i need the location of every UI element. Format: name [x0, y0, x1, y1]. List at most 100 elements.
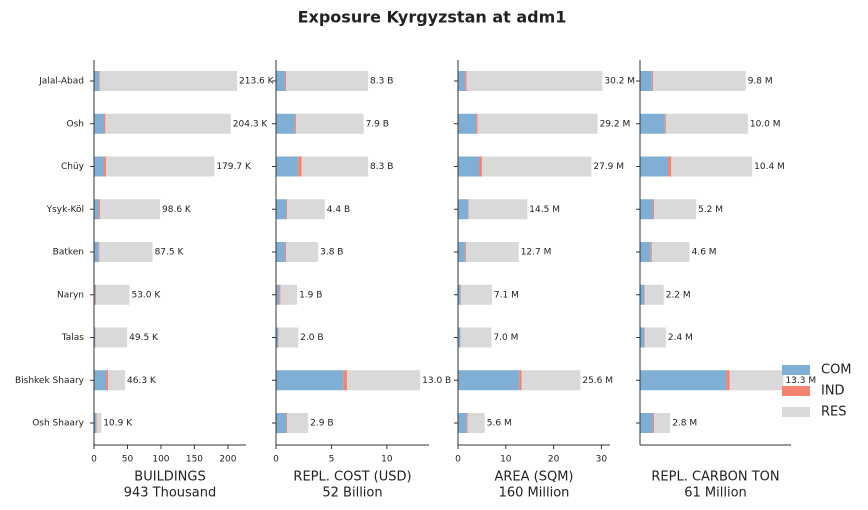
bar-segment: [521, 370, 581, 391]
bar-segment: [465, 242, 467, 262]
bar-segment: [94, 413, 97, 433]
bar-segment: [280, 284, 298, 305]
total-label: 204.3 K: [233, 119, 269, 129]
bar-segment: [276, 242, 285, 262]
bar-segment: [95, 327, 128, 348]
bar-segment: [458, 327, 461, 348]
bar-segment: [458, 242, 466, 262]
bar-segment: [95, 284, 97, 305]
x-tick-label: 0: [455, 455, 461, 465]
bar-segment: [99, 242, 153, 262]
total-label: 2.0 B: [300, 333, 323, 343]
chart-title: Exposure Kyrgyzstan at adm1: [298, 8, 567, 27]
bar-segment: [668, 156, 672, 177]
bar-segment: [285, 413, 288, 433]
bar-segment: [652, 71, 746, 91]
bar-segment: [94, 370, 107, 391]
bar-segment: [301, 156, 369, 177]
total-label: 10.0 M: [750, 119, 781, 129]
total-label: 8.3 B: [370, 77, 393, 87]
bar-segment: [654, 413, 671, 433]
legend-swatch: [782, 386, 810, 396]
bar-segment: [98, 199, 101, 220]
bar-segment: [106, 156, 215, 177]
x-tick-label: 100: [152, 455, 169, 465]
bar-segment: [94, 242, 99, 262]
legend-swatch: [782, 365, 810, 375]
bar-segment: [652, 413, 655, 433]
total-label: 46.3 K: [127, 376, 157, 386]
bar-segment: [644, 284, 664, 305]
total-label: 30.2 M: [604, 77, 635, 87]
x-tick-label: 0: [91, 455, 97, 465]
bar-segment: [96, 413, 97, 433]
total-label: 2.8 M: [672, 419, 697, 429]
bar-segment: [99, 71, 238, 91]
bar-segment: [94, 156, 105, 177]
bar-segment: [481, 156, 592, 177]
bar-segment: [651, 71, 653, 91]
total-label: 98.6 K: [162, 205, 192, 215]
total-label: 7.0 M: [493, 333, 518, 343]
bar-segment: [640, 199, 653, 220]
total-label: 4.6 M: [692, 248, 717, 258]
bar-segment: [343, 370, 347, 391]
bar-segment: [726, 370, 730, 391]
total-label: 2.4 M: [668, 333, 693, 343]
total-label: 2.2 M: [666, 290, 691, 300]
total-label: 179.7 K: [216, 162, 252, 172]
bar-segment: [276, 370, 344, 391]
y-tick-label: Osh Shaary: [32, 419, 84, 429]
x-axis-note: 52 Billion: [322, 486, 382, 501]
y-tick-label: Osh: [67, 119, 84, 129]
bar-segment: [466, 71, 603, 91]
total-label: 29.2 M: [600, 119, 631, 129]
x-tick-label: 200: [219, 455, 236, 465]
bar-segment: [98, 242, 100, 262]
bar-segment: [654, 199, 697, 220]
bar-segment: [276, 199, 286, 220]
bar-segment: [458, 113, 477, 134]
bar-segment: [278, 327, 299, 348]
bar-segment: [276, 113, 295, 134]
bar-segment: [640, 327, 645, 348]
x-axis-label: AREA (SQM): [494, 470, 573, 485]
x-axis-note: 61 Million: [684, 486, 747, 501]
bar-segment: [276, 71, 285, 91]
bar-segment: [285, 199, 288, 220]
bar-segment: [104, 113, 106, 134]
bar-segment: [108, 370, 126, 391]
bar-segment: [466, 242, 519, 262]
x-tick-label: 0: [273, 455, 279, 465]
total-label: 5.6 M: [487, 419, 512, 429]
bar-segment: [640, 156, 669, 177]
legend-label: RES: [821, 405, 847, 420]
x-axis-label: REPL. CARBON TON: [651, 470, 779, 485]
y-tick-label: Bishkek Shaary: [15, 376, 85, 386]
total-label: 4.4 B: [327, 205, 350, 215]
y-tick-label: Naryn: [57, 290, 84, 300]
total-label: 25.6 M: [582, 376, 613, 386]
bar-segment: [96, 413, 102, 433]
bar-segment: [100, 199, 161, 220]
bar-segment: [458, 284, 461, 305]
y-tick-label: Chüy: [61, 162, 85, 172]
x-tick-label: 20: [548, 455, 560, 465]
total-label: 87.5 K: [155, 248, 185, 258]
bar-segment: [476, 113, 478, 134]
bar-segment: [640, 242, 651, 262]
total-label: 8.3 B: [370, 162, 393, 172]
legend-label: COM: [821, 363, 852, 378]
bar-segment: [295, 113, 364, 134]
bar-segment: [94, 284, 96, 305]
total-label: 10.4 M: [754, 162, 785, 172]
bar-segment: [458, 199, 469, 220]
bar-segment: [477, 113, 598, 134]
y-tick-label: Jalal-Abad: [38, 77, 84, 87]
bar-segment: [94, 327, 96, 348]
bar-segment: [94, 71, 100, 91]
bar-segment: [287, 199, 325, 220]
x-tick-label: 150: [186, 455, 203, 465]
bar-segment: [652, 199, 655, 220]
y-tick-label: Talas: [61, 333, 85, 343]
